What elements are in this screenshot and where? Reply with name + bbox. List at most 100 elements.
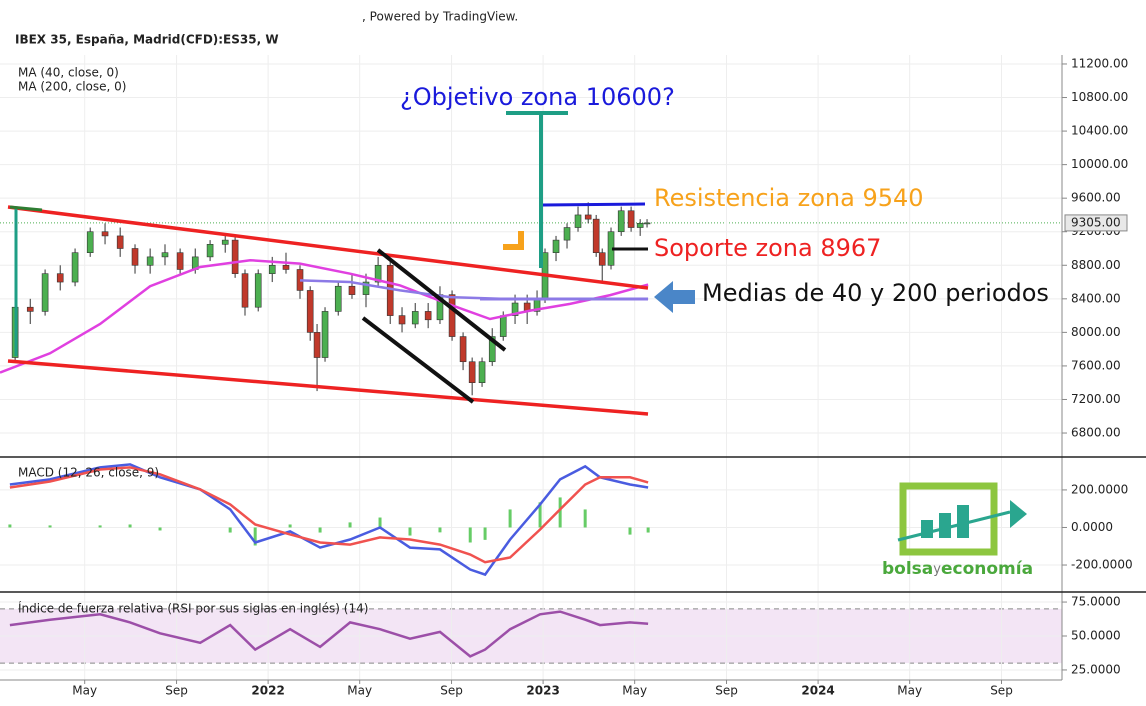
series-line (9, 610, 649, 658)
candle-body (362, 281, 370, 295)
chart-title: IBEX 35, España, Madrid(CFD):ES35, W (15, 33, 279, 47)
histogram-bar (646, 527, 650, 533)
logo-text: bolsayeconomía (882, 559, 1033, 579)
candle-body (411, 311, 419, 325)
histogram-bar (228, 527, 232, 533)
candle-body (592, 218, 600, 253)
candle-body (348, 285, 356, 295)
marks (0, 202, 651, 658)
candle-body (221, 239, 229, 245)
x-tick-label: May (72, 684, 97, 698)
orange-marker (503, 231, 524, 250)
candle-body (598, 252, 606, 266)
wedge-lower (361, 316, 475, 404)
logo-text: y (933, 562, 941, 577)
last-price-box (1064, 214, 1128, 232)
annotation: ¿Objetivo zona 10600? (400, 83, 675, 111)
x-tick-label: May (347, 684, 372, 698)
candle-body (71, 252, 79, 283)
candle-body (334, 285, 342, 312)
candle-body (459, 336, 467, 363)
drawings (7, 111, 695, 416)
x-tick-label: Sep (715, 684, 738, 698)
candle-body (424, 311, 432, 321)
candle-body (584, 214, 592, 220)
candle-body (254, 273, 262, 308)
histogram-bar (558, 497, 562, 528)
y-tick-label: 6800.00 (1071, 426, 1121, 440)
candle-body (478, 361, 486, 383)
wedge-upper (376, 248, 507, 352)
histogram-bar (8, 524, 12, 528)
y-tick-label: 75.0000 (1071, 595, 1121, 609)
logo-text: economía (941, 559, 1033, 579)
histogram-bar (408, 527, 412, 536)
y-tick-label: 25.0000 (1071, 662, 1121, 676)
histogram-bar (253, 527, 257, 546)
x-tick-label: Sep (990, 684, 1013, 698)
candle-body (636, 223, 644, 228)
candle-body (511, 302, 519, 316)
annotation: Resistencia zona 9540 (654, 184, 924, 212)
x-tick-label: 2022 (251, 684, 284, 698)
y-tick-label: 10000.00 (1071, 157, 1128, 171)
candle-body (563, 227, 571, 241)
candle-body (131, 248, 139, 266)
series-line (9, 466, 649, 564)
y-tick-label: 8800.00 (1071, 258, 1121, 272)
y-tick-label: 200.0000 (1071, 482, 1128, 496)
resistance-line (542, 202, 646, 207)
candle-body (574, 214, 582, 228)
series-line (0, 258, 649, 374)
x-tick-label: May (897, 684, 922, 698)
histogram-bar (508, 509, 512, 528)
histogram-bar (483, 527, 487, 540)
candle-body (116, 235, 124, 249)
x-tick-label: 2023 (526, 684, 559, 698)
candle-body (241, 273, 249, 308)
logo-bar (939, 513, 951, 538)
histogram-bar (538, 502, 542, 528)
axes: 6800.00 7200.00 7600.00 8000.00 8400.00 8800.… (0, 55, 1146, 698)
candle-body (41, 273, 49, 312)
candle-body (306, 290, 314, 333)
y-tick-label: 50.0000 (1071, 629, 1121, 643)
histogram-bar (128, 524, 132, 528)
y-tick-label: 8000.00 (1071, 325, 1121, 339)
candle-body (313, 332, 321, 358)
arrow (654, 281, 695, 313)
y-tick-label: 11200.00 (1071, 56, 1128, 70)
annotation: Soporte zona 8967 (654, 234, 881, 262)
logo-frame (899, 482, 998, 556)
histogram-bar (98, 525, 102, 528)
y-tick-label: -200.0000 (1071, 558, 1133, 572)
channel-upper (7, 205, 649, 290)
histogram-bar (48, 525, 52, 528)
x-tick-label: 2024 (801, 684, 834, 698)
candle-body (268, 264, 276, 274)
y-tick-label: 9600.00 (1071, 191, 1121, 205)
candle-body (86, 231, 94, 253)
logo-bar (957, 505, 969, 538)
candle-body (468, 361, 476, 383)
candle-body (374, 264, 382, 283)
candle-body (448, 294, 456, 337)
y-tick-label: 0.0000 (1071, 520, 1113, 534)
measure-cap (9, 205, 43, 212)
panel-title: Índice de fuerza relativa (RSI por sus s… (18, 601, 368, 616)
y-tick-label: 7200.00 (1071, 392, 1121, 406)
histogram-bar (583, 509, 587, 528)
histogram-bar (318, 527, 322, 533)
candle-body (488, 336, 496, 363)
panel-title: MACD (12, 26, close, 9) (18, 466, 159, 480)
candle-body (176, 252, 184, 270)
histogram-bar (378, 517, 382, 528)
y-tick-label: 8400.00 (1071, 291, 1121, 305)
x-tick-label: May (622, 684, 647, 698)
y-tick-label: 7600.00 (1071, 358, 1121, 372)
indicator-label: MA (200, close, 0) (18, 80, 126, 94)
logo-text: bolsa (882, 559, 933, 579)
y-tick-label: 10400.00 (1071, 124, 1128, 138)
